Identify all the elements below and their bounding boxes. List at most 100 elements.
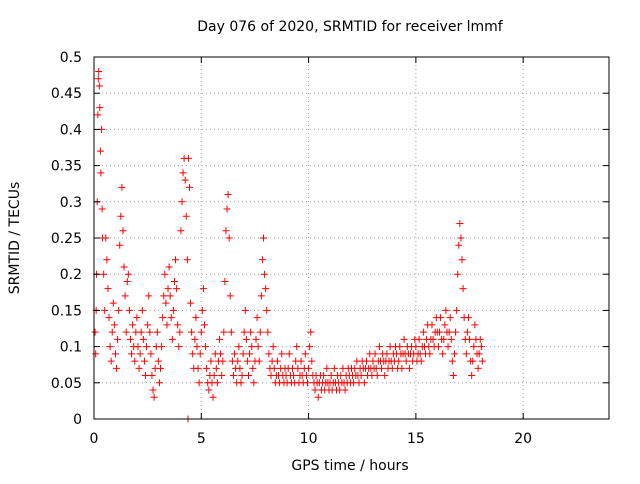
data-point: [210, 372, 218, 380]
y-tick-label: 0.45: [51, 86, 82, 102]
data-point: [471, 321, 479, 329]
data-point: [463, 328, 471, 336]
data-point: [177, 227, 185, 235]
data-point: [221, 277, 229, 285]
data-point: [449, 372, 457, 380]
data-point: [462, 350, 470, 358]
data-point: [447, 335, 455, 343]
data-point: [205, 386, 213, 394]
data-point: [148, 372, 156, 380]
data-point: [363, 357, 371, 365]
data-point: [383, 350, 391, 358]
data-point: [311, 386, 319, 394]
data-point: [203, 364, 211, 372]
data-point: [123, 277, 131, 285]
data-point: [217, 350, 225, 358]
data-point: [96, 147, 104, 155]
data-point: [285, 350, 293, 358]
data-point: [269, 343, 277, 351]
data-point: [202, 343, 210, 351]
data-point: [170, 277, 178, 285]
data-point: [240, 328, 248, 336]
data-point: [357, 372, 365, 380]
data-point: [168, 335, 176, 343]
data-point: [466, 335, 474, 343]
data-point: [245, 372, 252, 380]
data-point: [108, 328, 116, 336]
data-point: [101, 306, 109, 314]
data-point: [237, 379, 245, 387]
data-point: [429, 335, 437, 343]
data-point: [174, 321, 182, 329]
data-point: [184, 154, 192, 162]
data-point: [378, 364, 386, 372]
data-point: [193, 343, 201, 351]
data-point: [249, 364, 257, 372]
data-point: [451, 350, 458, 358]
data-point: [146, 328, 154, 336]
data-point: [248, 343, 256, 351]
data-point: [241, 306, 249, 314]
data-point: [327, 372, 335, 380]
data-point: [306, 343, 314, 351]
y-tick-label: 0.1: [60, 340, 82, 356]
data-point: [136, 350, 144, 358]
data-point: [125, 306, 133, 314]
data-point: [264, 328, 272, 336]
data-point: [111, 350, 119, 358]
data-point: [442, 306, 450, 314]
data-point: [234, 357, 242, 365]
data-point: [247, 328, 255, 336]
data-point: [98, 205, 106, 213]
data-point: [213, 379, 221, 387]
data-point: [360, 379, 368, 387]
data-point: [183, 256, 191, 264]
data-point: [157, 364, 165, 372]
data-point: [323, 364, 331, 372]
data-point: [375, 343, 383, 351]
data-point: [96, 104, 104, 112]
data-point: [150, 393, 158, 401]
data-point: [212, 364, 220, 372]
data-point: [258, 256, 266, 264]
data-point: [434, 343, 442, 351]
data-point: [110, 321, 118, 329]
data-point: [199, 285, 207, 293]
data-point: [454, 270, 462, 278]
data-point: [294, 364, 302, 372]
data-point: [439, 350, 447, 358]
data-point: [419, 328, 427, 336]
data-point: [459, 285, 467, 293]
data-point: [440, 335, 448, 343]
data-point: [182, 212, 190, 220]
data-point: [185, 183, 193, 191]
data-point: [222, 227, 230, 235]
data-point: [92, 350, 100, 358]
data-point: [189, 350, 197, 358]
y-axis-title: SRMTID / TECUs: [7, 182, 23, 295]
data-point: [254, 343, 262, 351]
data-point: [242, 335, 250, 343]
data-point: [176, 328, 184, 336]
data-point: [445, 328, 453, 336]
data-point: [131, 357, 139, 365]
data-point: [446, 314, 454, 322]
y-tick-label: 0.05: [51, 376, 82, 392]
data-point: [456, 220, 464, 228]
data-point: [435, 328, 443, 336]
data-point: [114, 335, 122, 343]
y-tick-label: 0.2: [60, 267, 82, 283]
data-point: [236, 364, 244, 372]
data-point: [188, 328, 196, 336]
data-point: [302, 372, 310, 380]
data-point: [381, 372, 389, 380]
y-tick-label: 0: [73, 412, 82, 428]
data-point: [118, 183, 126, 191]
data-point: [181, 176, 189, 184]
data-point: [218, 372, 226, 380]
data-point: [102, 234, 110, 242]
data-point: [167, 314, 175, 322]
data-point: [119, 227, 127, 235]
data-point: [106, 343, 114, 351]
